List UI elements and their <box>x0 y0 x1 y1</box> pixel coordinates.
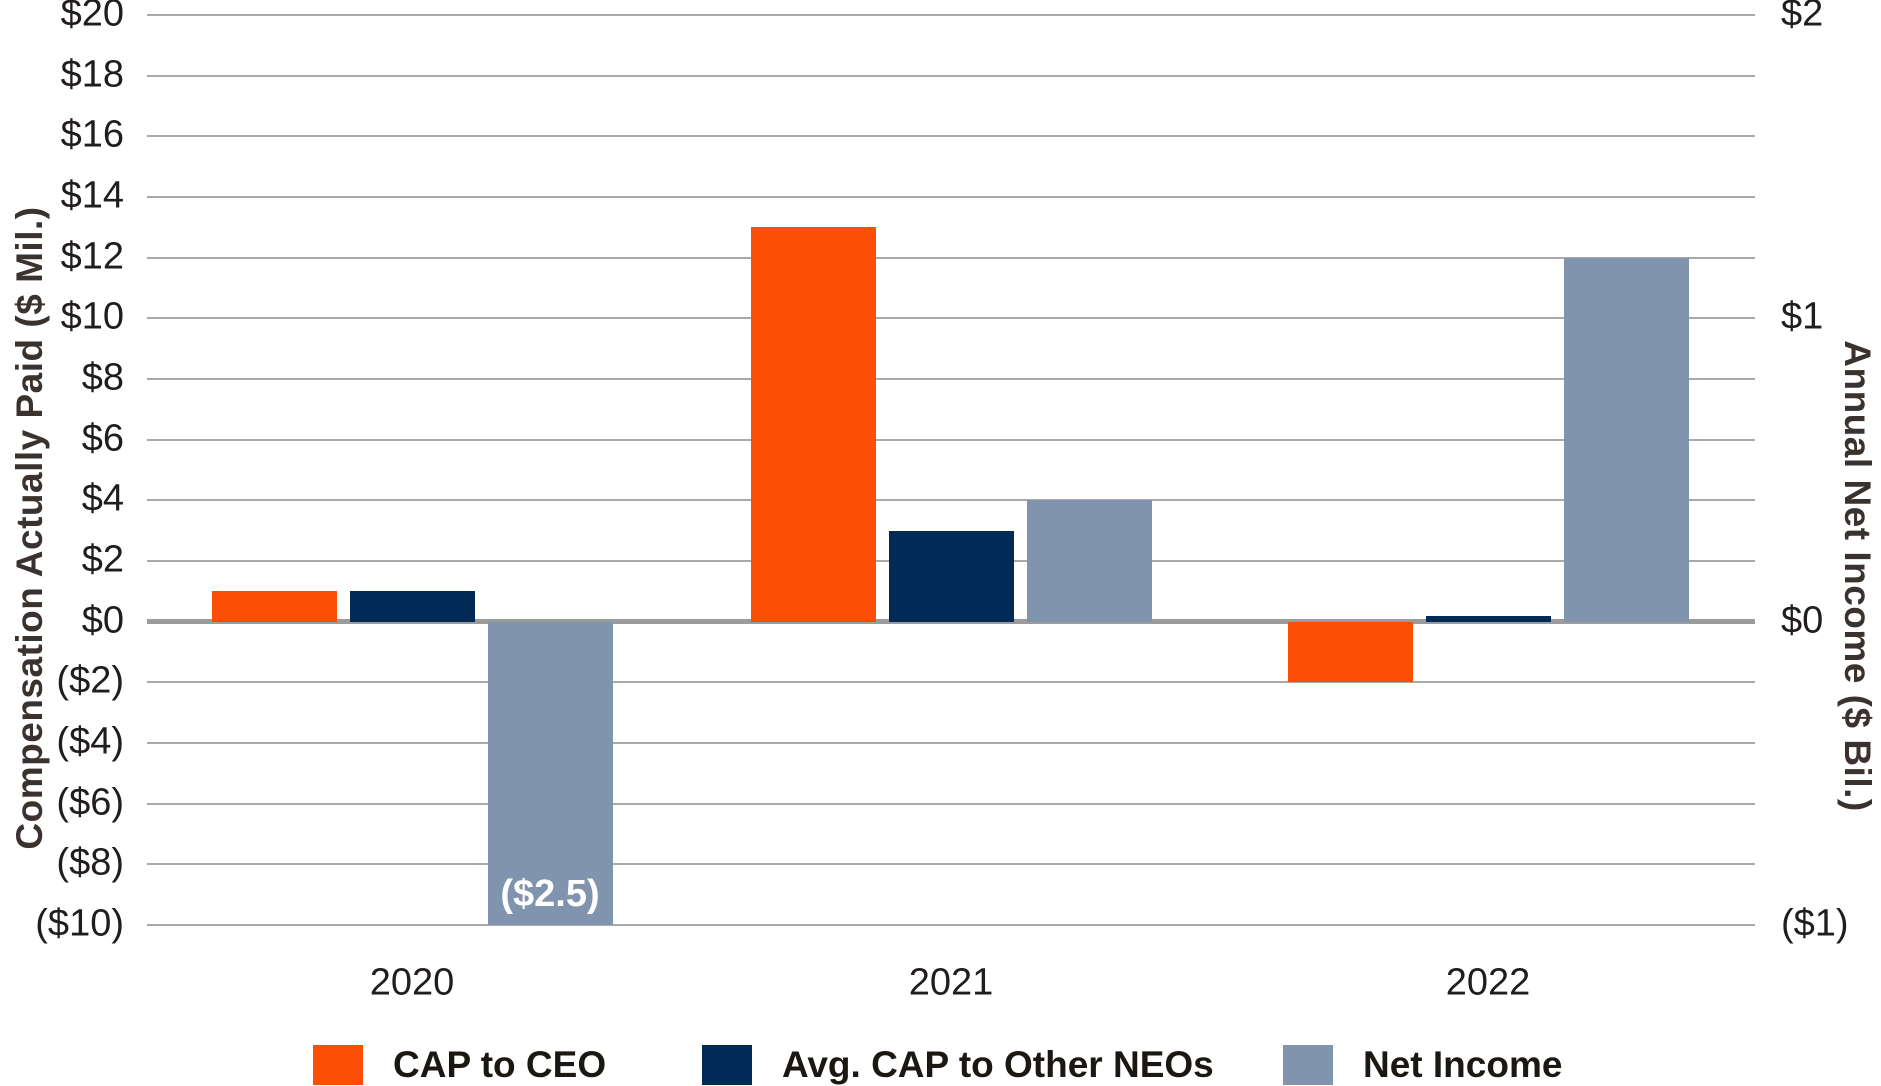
gridline-18 <box>147 74 1755 77</box>
bar-value-label-net-income-2020: ($2.5) <box>500 873 600 915</box>
bar-avg-cap-to-other-neos-2020 <box>349 591 475 622</box>
legend-item-net-income: Net Income <box>1283 1044 1562 1086</box>
bar-cap-to-ceo-2020 <box>211 591 337 622</box>
legend-item-avg-cap-to-other-neos: Avg. CAP to Other NEOs <box>702 1044 1214 1086</box>
bar-avg-cap-to-other-neos-2021 <box>888 530 1014 622</box>
gridline-14 <box>147 196 1755 198</box>
right-tick-2: $2 <box>1781 0 1824 35</box>
right-tick-1: $1 <box>1781 295 1824 338</box>
left-tick-18: $18 <box>60 53 124 96</box>
bar-net-income-2022 <box>1563 257 1689 622</box>
left-tick--6: ($6) <box>56 781 124 824</box>
legend-label-avg-cap-to-other-neos: Avg. CAP to Other NEOs <box>782 1044 1214 1085</box>
x-axis-label-2020: 2020 <box>369 961 455 1004</box>
gridline--8 <box>147 863 1755 866</box>
gridline--6 <box>147 802 1755 805</box>
bar-net-income-2021 <box>1026 500 1152 622</box>
legend-label-cap-to-ceo: CAP to CEO <box>393 1044 607 1085</box>
left-tick-10: $10 <box>60 295 124 338</box>
left-tick-12: $12 <box>60 235 124 278</box>
left-tick--4: ($4) <box>56 720 124 763</box>
bar-cap-to-ceo-2022 <box>1287 621 1413 683</box>
x-axis-label-2022: 2022 <box>1445 961 1531 1004</box>
legend-swatch-cap-to-ceo-icon <box>313 1045 363 1085</box>
gridline--4 <box>147 742 1755 744</box>
left-tick-16: $16 <box>60 113 124 156</box>
zero-baseline <box>147 619 1755 625</box>
x-axis-label-2021: 2021 <box>908 961 994 1004</box>
gridline--10 <box>147 924 1755 926</box>
gridline-6 <box>147 438 1755 441</box>
gridline-4 <box>147 499 1755 502</box>
gridline-20 <box>147 14 1755 16</box>
gridline-16 <box>147 135 1755 138</box>
right-tick--1: ($1) <box>1781 902 1849 945</box>
left-tick--10: ($10) <box>35 902 124 945</box>
gridline-12 <box>147 256 1755 259</box>
legend-item-cap-to-ceo: CAP to CEO <box>313 1044 606 1086</box>
bar-avg-cap-to-other-neos-2022 <box>1425 615 1551 622</box>
left-tick-8: $8 <box>81 356 124 399</box>
gridline--2 <box>147 681 1755 684</box>
legend-swatch-net-income-icon <box>1283 1045 1333 1085</box>
left-tick--8: ($8) <box>56 841 124 884</box>
bar-net-income-2020 <box>487 621 613 925</box>
left-tick-4: $4 <box>81 477 124 520</box>
legend-label-net-income: Net Income <box>1363 1044 1563 1085</box>
left-tick-6: $6 <box>81 417 124 460</box>
gridline-8 <box>147 378 1755 380</box>
gridline-10 <box>147 317 1755 320</box>
left-tick-0: $0 <box>81 599 124 642</box>
bar-cap-to-ceo-2021 <box>750 227 876 622</box>
left-tick-14: $14 <box>60 174 124 217</box>
left-tick-20: $20 <box>60 0 124 35</box>
right-tick-0: $0 <box>1781 599 1824 642</box>
left-tick-2: $2 <box>81 538 124 581</box>
left-tick--2: ($2) <box>56 659 124 702</box>
legend-swatch-avg-cap-to-other-neos-icon <box>702 1045 752 1085</box>
